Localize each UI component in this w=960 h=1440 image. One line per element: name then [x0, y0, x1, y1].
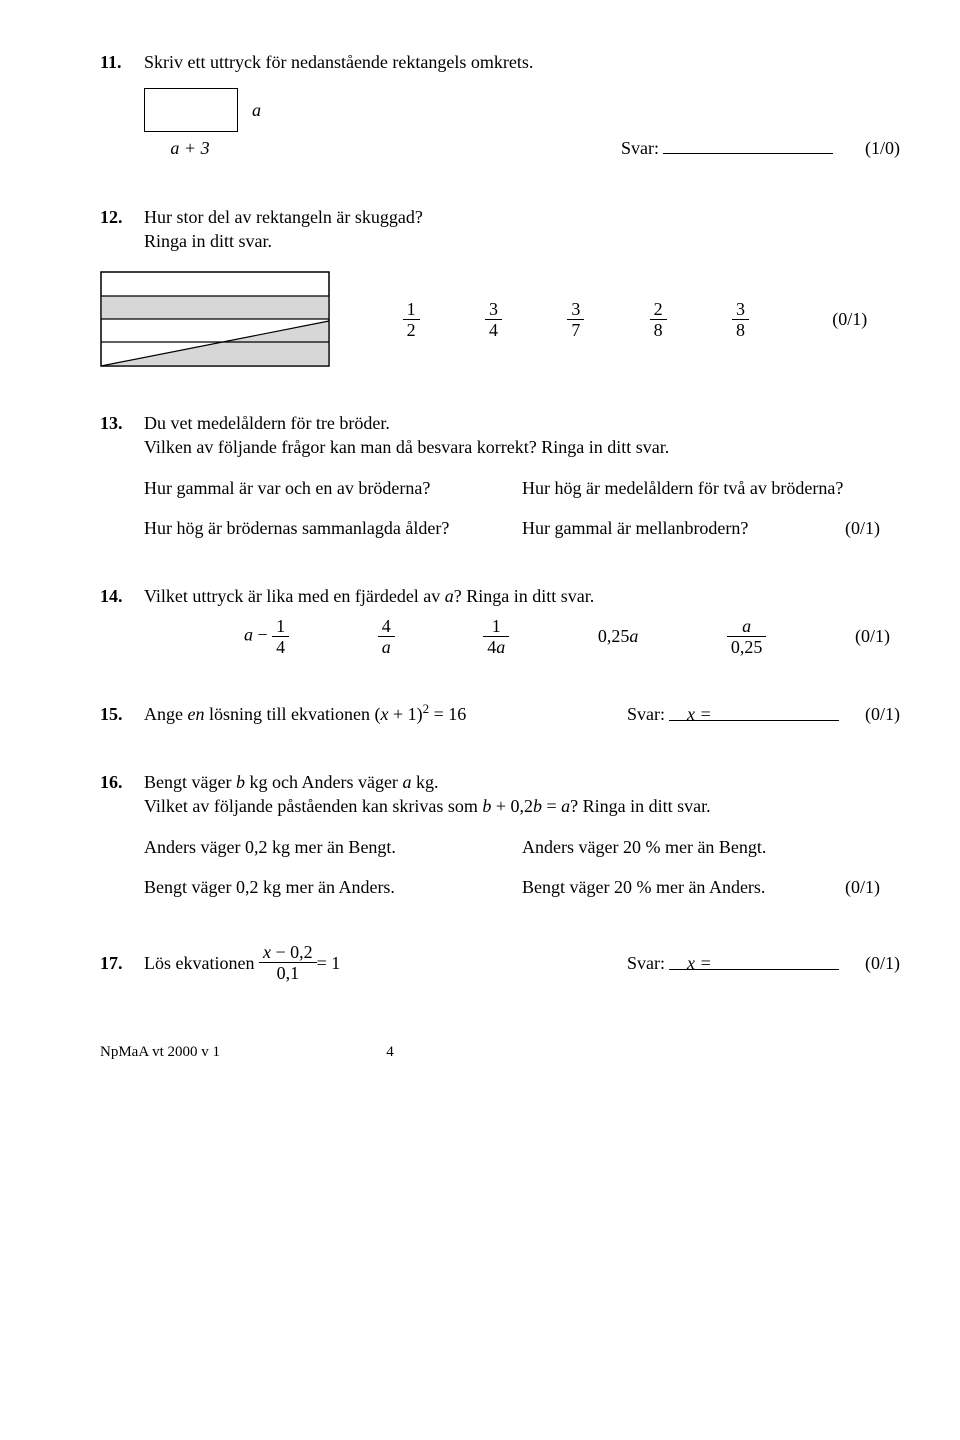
- q12-text-1: Hur stor del av rektangeln är skuggad?: [144, 205, 900, 229]
- q11-rectangle-figure: a a + 3: [144, 88, 261, 160]
- q14-text-a: Vilket uttryck är lika med en fjärdedel …: [144, 586, 445, 606]
- question-16: 16. Bengt väger b kg och Anders väger a …: [100, 770, 900, 899]
- q14-option-4[interactable]: 0,25a: [598, 624, 639, 648]
- q12-option-3[interactable]: 37: [567, 300, 584, 339]
- q11-side-label: a: [252, 98, 261, 122]
- q16-option-a[interactable]: Anders väger 0,2 kg mer än Bengt.: [144, 835, 522, 859]
- q12-option-2[interactable]: 34: [485, 300, 502, 339]
- q16-option-d[interactable]: Bengt väger 20 % mer än Anders.: [522, 875, 765, 899]
- q15-score: (0/1): [865, 702, 900, 726]
- q14-score: (0/1): [855, 624, 890, 648]
- q17-answer-blank[interactable]: x =: [669, 951, 839, 970]
- q12-score: (0/1): [832, 307, 867, 331]
- q13-option-a[interactable]: Hur gammal är var och en av bröderna?: [144, 476, 522, 500]
- q13-number: 13.: [100, 411, 144, 435]
- question-15: 15. Ange en lösning till ekvationen (x +…: [100, 700, 900, 726]
- q12-option-4[interactable]: 28: [650, 300, 667, 339]
- page-footer: NpMaA vt 2000 v 1 4: [100, 1042, 900, 1062]
- q12-number: 12.: [100, 205, 144, 229]
- q12-option-1[interactable]: 12: [403, 300, 420, 339]
- q11-text: Skriv ett uttryck för nedanstående rekta…: [144, 50, 900, 74]
- q17-text: Lös ekvationen x − 0,20,1 = 1: [144, 943, 340, 982]
- q16-line1: Bengt väger b kg och Anders väger a kg.: [144, 770, 900, 794]
- q16-line2: Vilket av följande påståenden kan skriva…: [144, 794, 900, 818]
- q12-shaded-figure: [100, 271, 330, 367]
- q15-answer-blank[interactable]: x =: [669, 702, 839, 721]
- question-17: 17. Lös ekvationen x − 0,20,1 = 1 Svar: …: [100, 943, 900, 982]
- q13-text-1: Du vet medelåldern för tre bröder.: [144, 411, 900, 435]
- question-13: 13. Du vet medelåldern för tre bröder. V…: [100, 411, 900, 540]
- q15-text: Ange en lösning till ekvationen (x + 1)2…: [144, 700, 466, 726]
- q13-score: (0/1): [845, 516, 880, 540]
- q15-svar-label: Svar:: [627, 702, 665, 726]
- q17-svar-label: Svar:: [627, 951, 665, 975]
- q13-option-b[interactable]: Hur hög är medelåldern för två av bröder…: [522, 476, 900, 500]
- q14-text-b: ? Ringa in ditt svar.: [454, 586, 594, 606]
- q11-bottom-label: a + 3: [170, 138, 209, 158]
- q15-number: 15.: [100, 702, 144, 726]
- q11-number: 11.: [100, 50, 144, 74]
- q16-number: 16.: [100, 770, 144, 794]
- q12-option-5[interactable]: 38: [732, 300, 749, 339]
- q17-number: 17.: [100, 951, 144, 975]
- q13-option-c[interactable]: Hur hög är brödernas sammanlagda ålder?: [144, 516, 522, 540]
- q16-option-c[interactable]: Bengt väger 0,2 kg mer än Anders.: [144, 875, 522, 899]
- footer-page: 4: [386, 1042, 394, 1062]
- q17-score: (0/1): [865, 951, 900, 975]
- q16-score: (0/1): [845, 875, 880, 899]
- footer-left: NpMaA vt 2000 v 1: [100, 1042, 220, 1062]
- q12-text-2: Ringa in ditt svar.: [144, 229, 900, 253]
- q14-number: 14.: [100, 584, 144, 608]
- q11-score: (1/0): [865, 136, 900, 160]
- q11-svar-label: Svar:: [621, 136, 659, 160]
- q14-option-1[interactable]: a − 14: [244, 617, 289, 656]
- question-12: 12. Hur stor del av rektangeln är skugga…: [100, 205, 900, 368]
- question-11: 11. Skriv ett uttryck för nedanstående r…: [100, 50, 900, 161]
- q13-text-2: Vilken av följande frågor kan man då bes…: [144, 435, 900, 459]
- q14-option-5[interactable]: a0,25: [727, 617, 767, 656]
- question-14: 14. Vilket uttryck är lika med en fjärde…: [100, 584, 900, 655]
- q14-option-3[interactable]: 14a: [483, 617, 509, 656]
- q16-option-b[interactable]: Anders väger 20 % mer än Bengt.: [522, 835, 900, 859]
- q14-option-2[interactable]: 4a: [378, 617, 395, 656]
- q13-option-d[interactable]: Hur gammal är mellanbrodern?: [522, 516, 748, 540]
- q11-answer-blank[interactable]: [663, 135, 833, 154]
